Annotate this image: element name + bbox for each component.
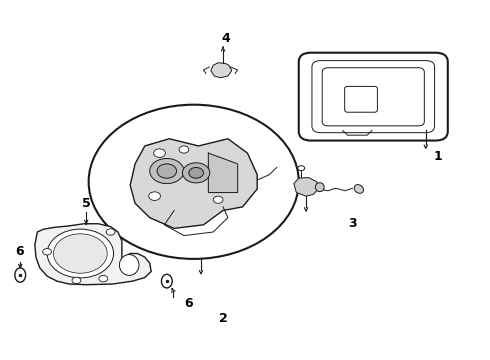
Circle shape bbox=[154, 149, 165, 157]
Ellipse shape bbox=[354, 185, 364, 193]
FancyBboxPatch shape bbox=[322, 68, 424, 126]
Circle shape bbox=[89, 105, 299, 259]
Circle shape bbox=[213, 196, 223, 203]
FancyBboxPatch shape bbox=[312, 60, 435, 133]
FancyBboxPatch shape bbox=[299, 53, 448, 140]
FancyBboxPatch shape bbox=[344, 86, 377, 112]
Circle shape bbox=[179, 146, 189, 153]
Ellipse shape bbox=[316, 183, 324, 192]
Ellipse shape bbox=[120, 255, 139, 275]
Text: 2: 2 bbox=[219, 311, 227, 325]
Circle shape bbox=[53, 234, 107, 273]
Text: 4: 4 bbox=[221, 32, 230, 45]
Ellipse shape bbox=[161, 274, 172, 288]
Circle shape bbox=[182, 163, 210, 183]
Polygon shape bbox=[211, 63, 232, 78]
Text: 6: 6 bbox=[15, 245, 24, 258]
Polygon shape bbox=[294, 177, 318, 196]
Polygon shape bbox=[130, 139, 257, 228]
Circle shape bbox=[189, 167, 203, 178]
Polygon shape bbox=[35, 224, 151, 285]
Circle shape bbox=[150, 158, 184, 184]
Text: 1: 1 bbox=[434, 150, 442, 163]
Polygon shape bbox=[208, 153, 238, 193]
Circle shape bbox=[157, 164, 176, 178]
Text: 6: 6 bbox=[185, 297, 193, 310]
Circle shape bbox=[149, 192, 160, 201]
Circle shape bbox=[298, 166, 305, 171]
Circle shape bbox=[47, 229, 114, 278]
Circle shape bbox=[106, 229, 115, 235]
Circle shape bbox=[43, 248, 51, 255]
Ellipse shape bbox=[15, 268, 25, 282]
Text: 3: 3 bbox=[348, 216, 357, 230]
Circle shape bbox=[72, 277, 81, 284]
Circle shape bbox=[99, 275, 108, 282]
Text: 5: 5 bbox=[82, 197, 91, 210]
